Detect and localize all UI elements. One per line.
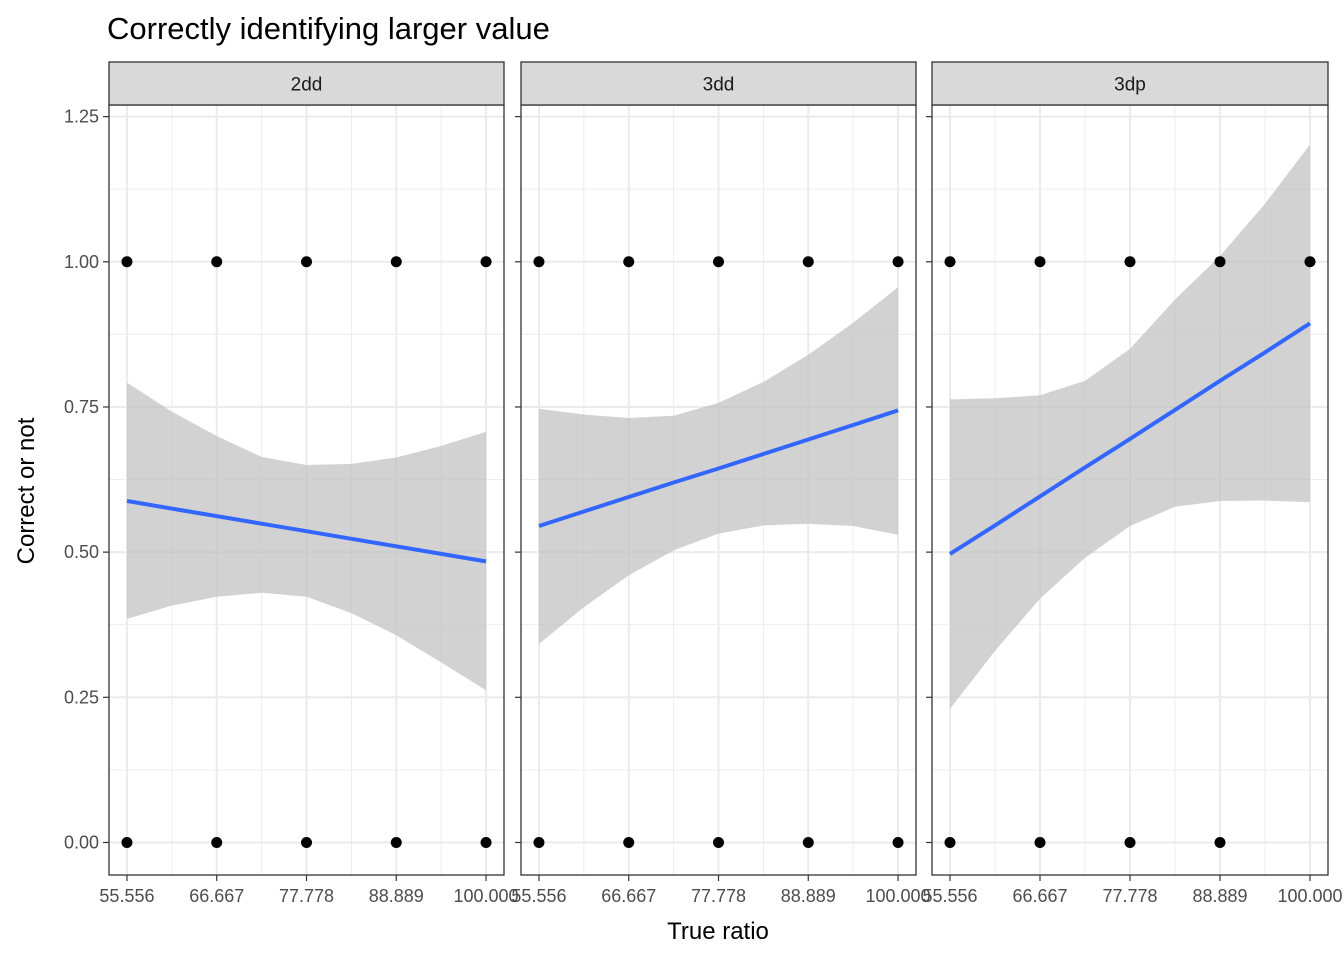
data-point [623, 836, 635, 848]
chart-title: Correctly identifying larger value [107, 11, 550, 46]
data-point [1214, 836, 1226, 848]
data-point [480, 256, 492, 268]
facet-strip [520, 61, 917, 106]
confidence-ribbon [127, 382, 486, 691]
data-point [1034, 256, 1046, 268]
facet-panels: 0.00 0.25 0.50 0.75 1.00 1.25 2dd 55.556 66.667 7… [64, 61, 1343, 906]
fit-line [948, 321, 1312, 556]
data-point [121, 836, 133, 848]
facet-panel-3dd: 3dd 55.556 66.667 77.778 88.889 100.000 [511, 61, 931, 906]
x-tick-label: 88.889 [369, 886, 424, 906]
data-point [802, 836, 814, 848]
x-tick-label: 77.778 [691, 886, 746, 906]
confidence-ribbon [950, 144, 1310, 709]
fit-line [538, 408, 899, 528]
fit-line [126, 499, 487, 564]
data-point [1214, 256, 1226, 268]
data-point [1124, 256, 1136, 268]
x-tick-label: 66.667 [189, 886, 244, 906]
y-axis-title: Correct or not [13, 417, 40, 564]
data-point [121, 256, 133, 268]
data-point [944, 836, 956, 848]
y-tick-label: 0.50 [64, 542, 99, 562]
facet-panel-2dd: 2dd 55.556 66.667 77.778 88.889 100.000 [99, 61, 519, 906]
data-point [892, 256, 904, 268]
confidence-ribbon [539, 287, 898, 644]
data-point [713, 836, 725, 848]
data-point [301, 256, 313, 268]
x-tick-label: 66.667 [1012, 886, 1067, 906]
data-point [892, 836, 904, 848]
data-point [301, 836, 313, 848]
data-point [211, 836, 223, 848]
x-tick-label: 55.556 [99, 886, 154, 906]
data-point [211, 256, 223, 268]
x-tick-label: 100.000 [866, 886, 931, 906]
data-point [1124, 836, 1136, 848]
y-tick-label: 0.75 [64, 397, 99, 417]
x-tick-label: 55.556 [511, 886, 566, 906]
x-tick-label: 100.000 [454, 886, 519, 906]
y-tick-label: 1.00 [64, 252, 99, 272]
x-tick-label: 55.556 [922, 886, 977, 906]
data-point [623, 256, 635, 268]
data-point [1034, 836, 1046, 848]
data-point [1304, 256, 1316, 268]
facet-strip [108, 61, 505, 106]
x-axis-title: True ratio [667, 918, 769, 945]
data-point [390, 256, 402, 268]
data-point [480, 836, 492, 848]
facet-panel-3dp: 3dp 55.556 66.667 77.778 88.889 100.000 [922, 61, 1343, 906]
data-point [533, 256, 545, 268]
x-tick-label: 77.778 [1102, 886, 1157, 906]
facet-strip-label: 3dd [703, 75, 735, 96]
data-point [713, 256, 725, 268]
x-tick-label: 88.889 [1192, 886, 1247, 906]
x-tick-label: 66.667 [601, 886, 656, 906]
x-tick-label: 100.000 [1277, 886, 1342, 906]
y-tick-label: 1.25 [64, 107, 99, 127]
data-point [802, 256, 814, 268]
facet-strip [931, 61, 1329, 106]
x-tick-label: 77.778 [279, 886, 334, 906]
data-point [533, 836, 545, 848]
y-tick-label: 0.25 [64, 687, 99, 707]
data-point [390, 836, 402, 848]
facet-strip-label: 3dp [1114, 75, 1146, 96]
x-tick-label: 88.889 [781, 886, 836, 906]
y-tick-label: 0.00 [64, 832, 99, 852]
data-point [944, 256, 956, 268]
facet-strip-label: 2dd [291, 75, 323, 96]
